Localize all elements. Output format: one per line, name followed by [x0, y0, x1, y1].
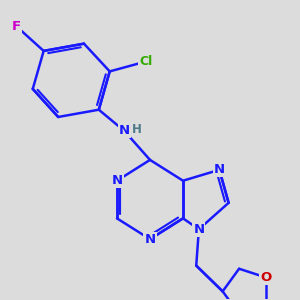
Text: F: F: [12, 20, 21, 33]
Text: O: O: [260, 271, 271, 284]
Text: N: N: [111, 174, 122, 187]
Text: N: N: [214, 163, 225, 176]
Text: N: N: [193, 223, 204, 236]
Text: Cl: Cl: [140, 55, 153, 68]
Text: H: H: [132, 123, 142, 136]
Text: N: N: [119, 124, 130, 137]
Text: N: N: [144, 233, 156, 246]
